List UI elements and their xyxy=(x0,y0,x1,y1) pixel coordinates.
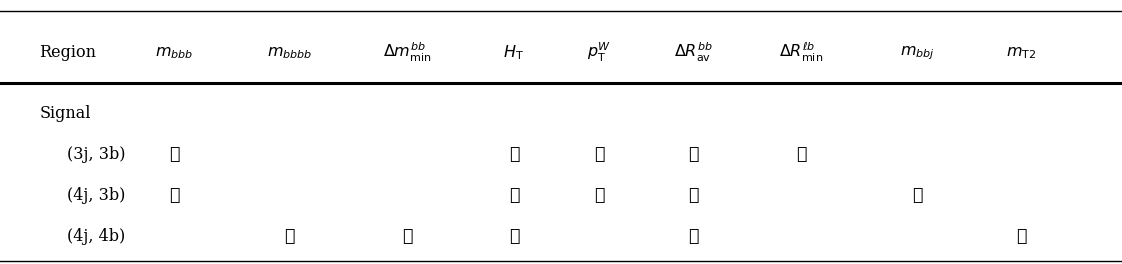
Text: ✓: ✓ xyxy=(912,187,923,204)
Text: $m_{bbb}$: $m_{bbb}$ xyxy=(155,45,193,61)
Text: (4j, 4b): (4j, 4b) xyxy=(67,228,126,245)
Text: ✓: ✓ xyxy=(594,146,605,163)
Text: ✓: ✓ xyxy=(688,187,699,204)
Text: ✓: ✓ xyxy=(284,228,295,245)
Text: ✓: ✓ xyxy=(168,146,180,163)
Text: $\Delta R^{\ell b}_{\mathrm{min}}$: $\Delta R^{\ell b}_{\mathrm{min}}$ xyxy=(779,41,824,64)
Text: $H_{\mathrm{T}}$: $H_{\mathrm{T}}$ xyxy=(504,44,524,62)
Text: ✓: ✓ xyxy=(795,146,807,163)
Text: $m_{bbbb}$: $m_{bbbb}$ xyxy=(267,45,312,61)
Text: ✓: ✓ xyxy=(508,146,519,163)
Text: $\Delta m^{bb}_{\mathrm{min}}$: $\Delta m^{bb}_{\mathrm{min}}$ xyxy=(383,41,432,64)
Text: $m_{bbj}$: $m_{bbj}$ xyxy=(900,44,936,62)
Text: (3j, 3b): (3j, 3b) xyxy=(67,146,126,163)
Text: (4j, 3b): (4j, 3b) xyxy=(67,187,126,204)
Text: $\Delta R^{bb}_{\mathrm{av}}$: $\Delta R^{bb}_{\mathrm{av}}$ xyxy=(674,41,712,64)
Text: $m_{\mathrm{T2}}$: $m_{\mathrm{T2}}$ xyxy=(1005,45,1037,61)
Text: ✓: ✓ xyxy=(1015,228,1027,245)
Text: ✓: ✓ xyxy=(402,228,413,245)
Text: ✓: ✓ xyxy=(508,187,519,204)
Text: $p^{W}_{\mathrm{T}}$: $p^{W}_{\mathrm{T}}$ xyxy=(587,41,611,64)
Text: ✓: ✓ xyxy=(688,146,699,163)
Text: ✓: ✓ xyxy=(688,228,699,245)
Text: ✓: ✓ xyxy=(508,228,519,245)
Text: Signal: Signal xyxy=(39,105,91,122)
Text: ✓: ✓ xyxy=(168,187,180,204)
Text: ✓: ✓ xyxy=(594,187,605,204)
Text: Region: Region xyxy=(39,44,96,61)
